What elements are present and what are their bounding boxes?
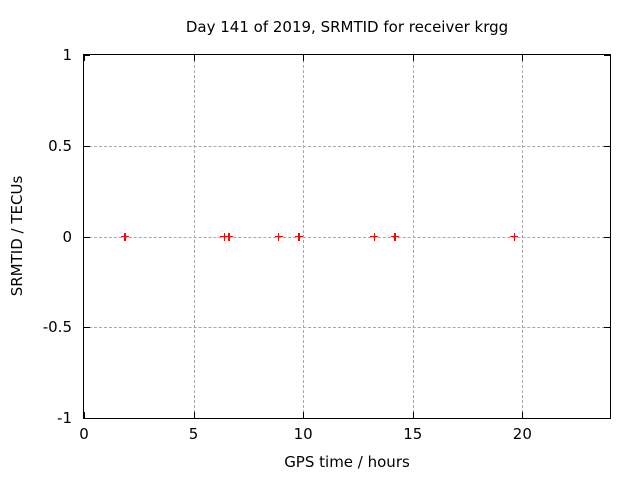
- gridline-horizontal: [84, 145, 610, 147]
- marker-vertical-arm: [513, 232, 516, 241]
- marker-vertical-arm: [223, 232, 226, 241]
- x-tick-label: 5: [188, 425, 199, 443]
- plot-area: [83, 54, 611, 419]
- gridline-horizontal: [84, 327, 610, 329]
- data-point-marker: [274, 232, 283, 241]
- x-tick-mark-bottom: [193, 412, 195, 418]
- data-point-marker: [295, 232, 303, 241]
- x-tick-mark-top: [84, 55, 85, 61]
- y-tick-label: 0: [62, 227, 72, 246]
- data-point-marker: [220, 232, 229, 241]
- x-tick-mark-bottom: [412, 412, 414, 418]
- x-tick-label: 0: [79, 425, 89, 443]
- x-tick-mark-bottom: [522, 412, 524, 418]
- data-point-marker: [121, 232, 130, 241]
- x-tick-mark-top: [193, 55, 195, 61]
- data-point-marker: [510, 232, 519, 241]
- y-tick-mark-right: [604, 145, 610, 147]
- marker-vertical-arm: [277, 232, 280, 241]
- chart-title: Day 141 of 2019, SRMTID for receiver krg…: [185, 18, 509, 36]
- y-tick-mark-right: [604, 55, 610, 56]
- x-axis-title: GPS time / hours: [284, 453, 410, 471]
- y-tick-mark-left: [84, 55, 90, 56]
- data-point-marker: [225, 232, 234, 241]
- data-point-marker: [370, 232, 379, 241]
- y-tick-mark-left: [84, 418, 90, 419]
- x-tick-mark-top: [412, 55, 414, 61]
- y-tick-label: 0.5: [48, 136, 72, 155]
- y-tick-mark-right: [604, 236, 610, 238]
- x-tick-mark-bottom: [303, 412, 305, 418]
- marker-vertical-arm: [228, 232, 230, 241]
- gridline-horizontal: [84, 236, 610, 238]
- marker-vertical-arm: [124, 232, 126, 241]
- x-tick-mark-top: [522, 55, 524, 61]
- y-tick-label: -1: [57, 409, 72, 427]
- y-tick-mark-right: [604, 418, 610, 419]
- y-tick-mark-left: [84, 236, 90, 238]
- y-tick-label: 1: [62, 46, 72, 64]
- marker-vertical-arm: [373, 232, 376, 241]
- x-tick-mark-bottom: [84, 412, 85, 418]
- marker-vertical-arm: [394, 232, 396, 241]
- x-tick-label: 10: [293, 425, 313, 443]
- marker-vertical-arm: [298, 232, 300, 241]
- y-tick-mark-left: [84, 145, 90, 147]
- x-tick-mark-top: [303, 55, 305, 61]
- y-tick-label: -0.5: [42, 318, 72, 337]
- data-point-marker: [391, 232, 400, 241]
- y-tick-mark-left: [84, 327, 90, 329]
- x-tick-label: 15: [403, 425, 423, 443]
- x-tick-label: 20: [512, 425, 532, 443]
- y-tick-mark-right: [604, 327, 610, 329]
